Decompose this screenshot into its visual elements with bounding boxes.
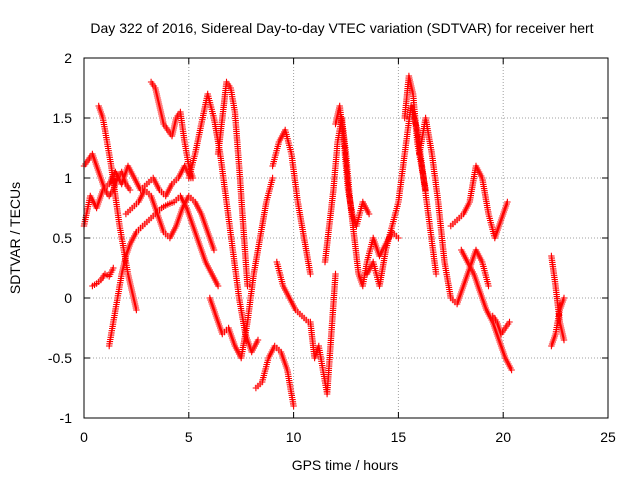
- chart-title: Day 322 of 2016, Sidereal Day-to-day VTE…: [90, 20, 593, 36]
- data-point: [244, 282, 251, 290]
- y-tick-label: 1: [64, 170, 72, 186]
- data-point: [395, 234, 402, 242]
- y-axis-label: SDTVAR / TECUs: [7, 182, 23, 294]
- x-tick-label: 20: [495, 429, 511, 445]
- data-point: [126, 186, 134, 194]
- series-track-10: [206, 174, 276, 362]
- series-track-2: [80, 150, 134, 200]
- series-track-9: [214, 78, 251, 290]
- data-point: [110, 264, 117, 272]
- series-track-3: [95, 102, 140, 314]
- y-tick-label: 0: [64, 290, 72, 306]
- data-series: [80, 72, 568, 410]
- y-tick-label: -0.5: [48, 350, 72, 366]
- series-track-14: [307, 270, 339, 398]
- x-tick-label: 0: [80, 429, 88, 445]
- data-point: [214, 282, 222, 290]
- data-point: [210, 246, 218, 254]
- plot-area-frame: [83, 57, 609, 419]
- y-tick-label: 1.5: [53, 110, 73, 126]
- data-point: [560, 336, 568, 344]
- series-track-8: [185, 90, 262, 356]
- y-tick-label: 0.5: [53, 230, 73, 246]
- data-point: [504, 198, 511, 206]
- x-tick-label: 5: [185, 429, 193, 445]
- data-point: [432, 270, 440, 278]
- series-track-24: [548, 294, 568, 350]
- x-tick-label: 25: [600, 429, 616, 445]
- x-axis-label: GPS time / hours: [292, 457, 399, 473]
- series-track-16: [332, 102, 373, 230]
- data-point: [332, 270, 339, 278]
- series-track-11: [252, 342, 297, 410]
- x-tick-label: 10: [286, 429, 302, 445]
- data-point: [133, 306, 140, 314]
- data-point: [560, 294, 568, 302]
- data-point: [269, 174, 276, 182]
- x-tick-label: 15: [391, 429, 407, 445]
- data-point: [508, 366, 515, 374]
- series-track-21: [458, 246, 515, 374]
- series-track-12: [269, 126, 314, 278]
- data-point: [254, 336, 262, 344]
- series-track-5: [89, 264, 117, 290]
- series-track-4: [106, 192, 222, 350]
- x-tick-labels: 0 5 10 15 20 25: [80, 429, 616, 445]
- y-tick-labels: -1 -0.5 0 0.5 1 1.5 2: [48, 50, 72, 426]
- data-point: [422, 186, 429, 194]
- y-tick-label: -1: [60, 410, 73, 426]
- series-track-23: [548, 252, 568, 344]
- series-track-22: [489, 312, 513, 338]
- data-point: [290, 402, 297, 410]
- y-tick-label: 2: [64, 50, 72, 66]
- data-point: [365, 210, 373, 218]
- series-track-6: [122, 186, 218, 254]
- series-track-20: [447, 162, 511, 242]
- data-point: [506, 318, 513, 326]
- data-point: [307, 270, 314, 278]
- series-track-13: [273, 258, 312, 326]
- data-point: [485, 282, 492, 290]
